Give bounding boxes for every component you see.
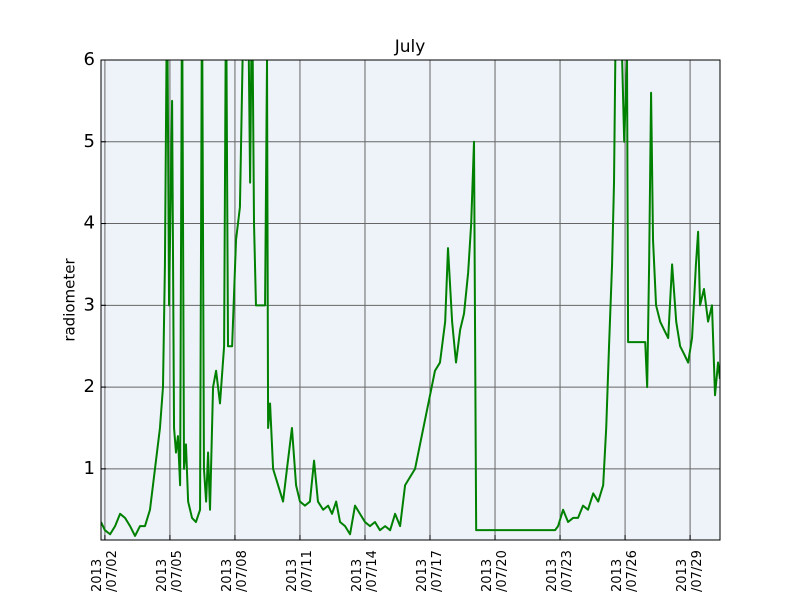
x-tick-label: 2013 /07/17 (415, 550, 445, 592)
y-axis-label: radiometer (61, 257, 79, 341)
chart-title: July (394, 37, 426, 57)
y-tick-label: 4 (84, 213, 95, 234)
x-tick-label: 2013 /07/02 (89, 550, 120, 592)
x-tick-label: 2013 /07/08 (219, 550, 250, 592)
x-tick-label: 2013 /07/20 (480, 550, 511, 592)
x-tick-label: 2013 /07/14 (349, 550, 380, 592)
y-tick-label: 1 (84, 458, 95, 479)
x-tick-label: 2013 /07/29 (675, 550, 706, 592)
y-tick-label: 5 (84, 131, 95, 152)
x-tick-label: 2013 /07/26 (610, 550, 641, 592)
data-line (101, 60, 720, 537)
y-tick-label: 2 (84, 376, 95, 397)
x-tick-label: 2013 /07/23 (545, 550, 576, 592)
y-tick-label: 6 (84, 49, 95, 70)
x-tick-label: 2013 /07/11 (284, 550, 315, 592)
plot-frame (100, 59, 721, 541)
y-tick-label: 3 (84, 294, 95, 315)
x-tick-label: 2013 /07/05 (154, 550, 185, 592)
